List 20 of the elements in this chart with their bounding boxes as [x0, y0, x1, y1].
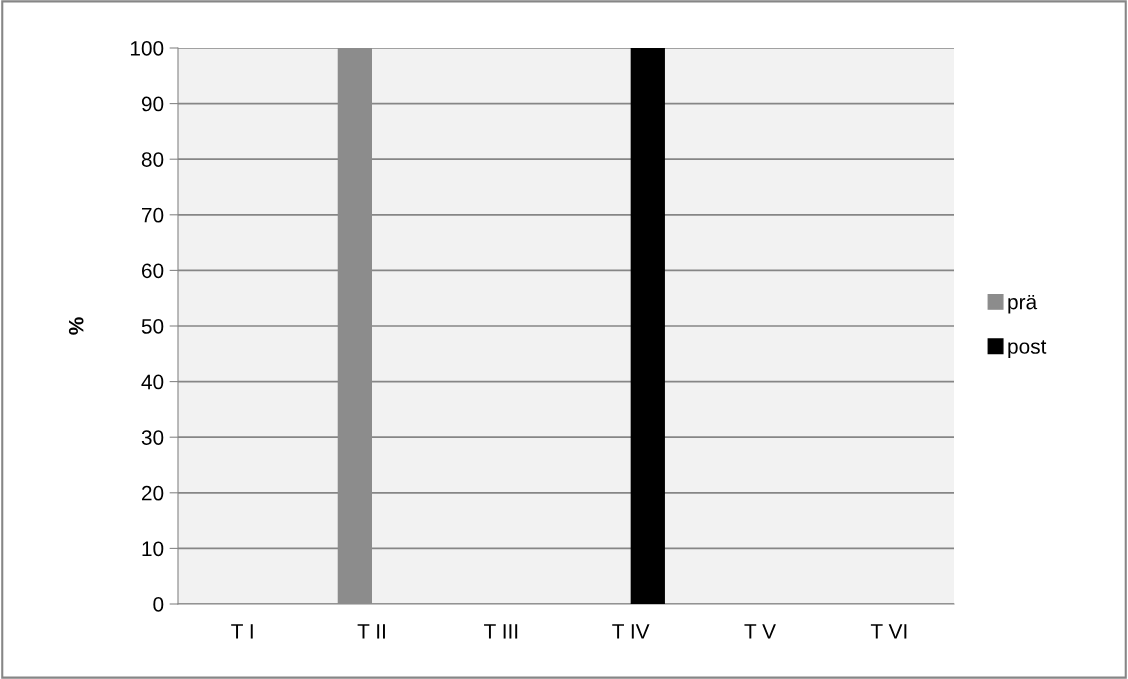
x-tick-label: T I [231, 624, 253, 639]
y-tick-label: 30 [141, 430, 164, 445]
y-tick-label: 60 [142, 263, 164, 279]
y-tick-label: 70 [142, 207, 164, 223]
y-tick-label: 40 [141, 374, 164, 390]
legend-label: post [1008, 340, 1047, 358]
x-tick-label: T II [357, 624, 385, 639]
y-tick-label: 100 [130, 41, 164, 56]
legend-label: prä [1008, 294, 1038, 314]
y-tick-label: 80 [141, 152, 164, 167]
y-tick-label: 20 [141, 485, 164, 501]
y-tick-label: 50 [141, 319, 164, 334]
y-tick-label: 10 [142, 541, 164, 557]
y-axis-title: % [68, 317, 84, 335]
y-tick-label: 0 [153, 597, 164, 612]
x-tick-label: T V [744, 624, 776, 639]
x-tick-label: T IV [612, 624, 650, 639]
x-tick-label: T III [484, 624, 518, 639]
y-tick-label: 90 [141, 96, 164, 112]
x-tick-label: T VI [870, 624, 907, 639]
